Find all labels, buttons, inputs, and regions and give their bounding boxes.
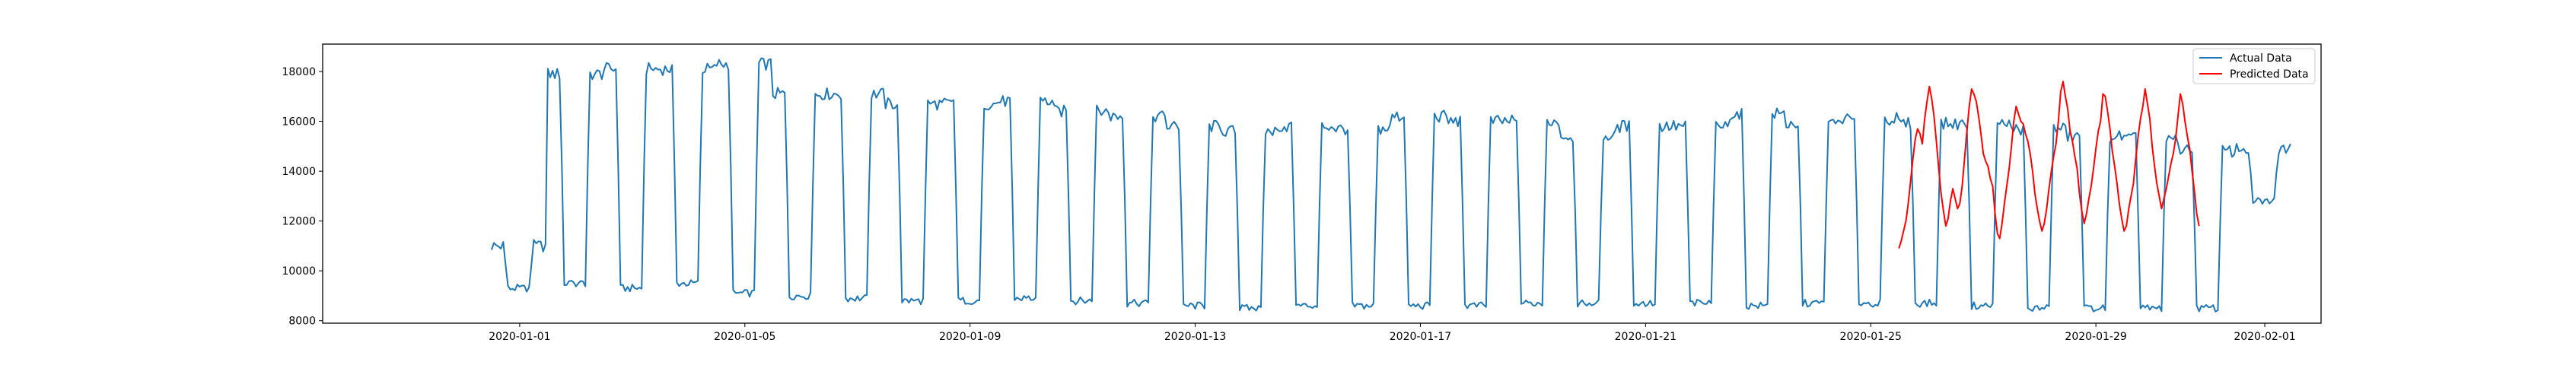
legend-label-predicted: Predicted Data [2230, 68, 2309, 81]
plot-area [490, 57, 2291, 313]
y-tick-label: 10000 [282, 265, 316, 278]
y-axis: 8000 10000 12000 14000 16000 18000 [282, 66, 323, 328]
x-tick-label: 2020-01-05 [714, 331, 775, 343]
x-tick-label: 2020-01-17 [1390, 331, 1451, 343]
x-tick-label: 2020-01-29 [2065, 331, 2126, 343]
x-tick-label: 2020-01-21 [1615, 331, 1676, 343]
series-line-actual [490, 57, 2291, 313]
legend-label-actual: Actual Data [2230, 52, 2292, 65]
x-tick-label: 2020-01-01 [489, 331, 550, 343]
axes-frame [322, 43, 2322, 324]
legend-box [2192, 48, 2316, 84]
legend: Actual Data Predicted Data [2192, 48, 2316, 84]
x-tick-label: 2020-01-09 [939, 331, 1001, 343]
x-tick-label: 2020-01-13 [1164, 331, 1226, 343]
x-tick-label: 2020-02-01 [2234, 331, 2295, 343]
y-tick-label: 16000 [282, 116, 316, 129]
y-tick-label: 14000 [282, 166, 316, 178]
y-tick-label: 8000 [288, 316, 316, 328]
series-line-predicted [1898, 81, 2200, 249]
x-axis: 2020-01-01 2020-01-05 2020-01-09 2020-01-13… [489, 323, 2296, 343]
x-tick-label: 2020-01-25 [1840, 331, 1902, 343]
y-tick-label: 12000 [282, 216, 316, 228]
y-tick-label: 18000 [282, 66, 316, 78]
